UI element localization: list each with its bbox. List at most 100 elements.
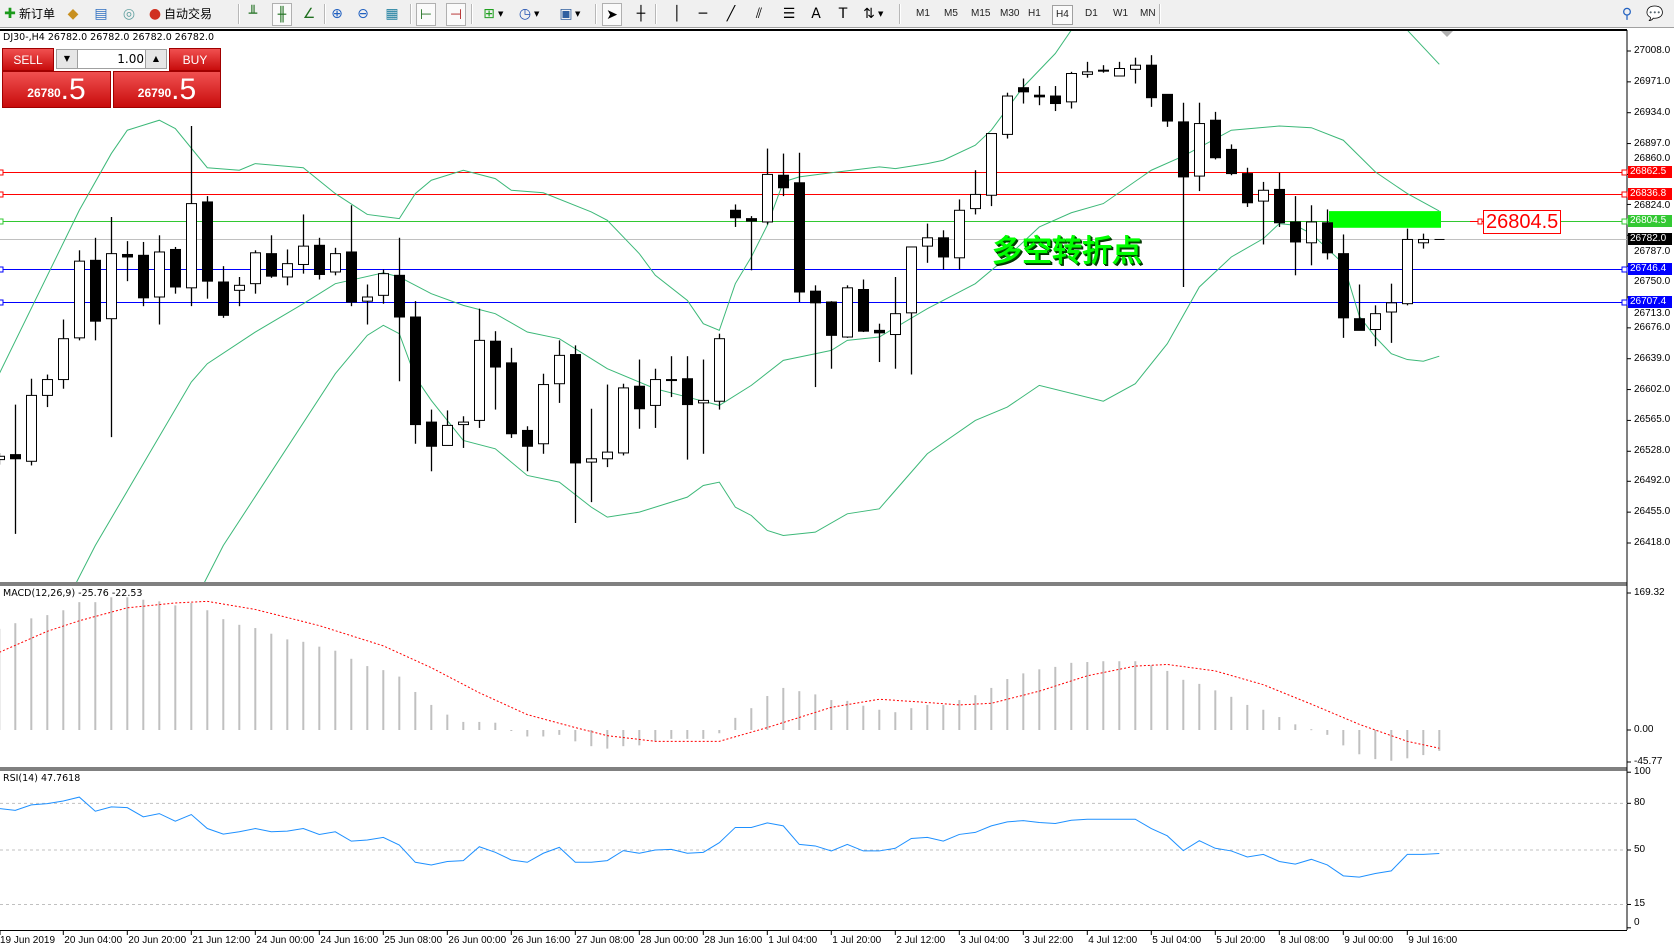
candle-body-bear bbox=[634, 385, 645, 410]
zoom-out-button[interactable]: ⊖ bbox=[354, 3, 372, 24]
level-handle bbox=[0, 169, 4, 176]
candle bbox=[714, 333, 725, 410]
vertical-line-button[interactable]: │ bbox=[668, 3, 686, 24]
timeframe-h4[interactable]: H4 bbox=[1052, 5, 1073, 25]
chart-shift-button[interactable]: ⊢ bbox=[416, 3, 436, 26]
trendline-button[interactable]: ╱ bbox=[722, 3, 740, 24]
candle-body-bear bbox=[1050, 95, 1061, 105]
autoscroll-button[interactable]: ⊣ bbox=[446, 3, 466, 26]
line-chart-button[interactable]: ∠ bbox=[300, 3, 318, 24]
market-watch-button[interactable]: ◆ bbox=[64, 3, 82, 24]
price-tick-label: 26528.0 bbox=[1634, 445, 1671, 457]
signals-button[interactable]: ◎ bbox=[120, 3, 138, 24]
chat-button[interactable]: 💬 bbox=[1646, 3, 1664, 24]
candle bbox=[1290, 196, 1301, 276]
macd-histogram-bar bbox=[1422, 730, 1425, 756]
level-handle bbox=[0, 266, 4, 273]
candle-body-bear bbox=[90, 259, 101, 322]
candle bbox=[42, 374, 53, 408]
candle bbox=[874, 323, 885, 363]
periods-button[interactable]: ◷ ▼ bbox=[516, 3, 540, 24]
volume-stepper[interactable]: ▼ 1.00 ▲ bbox=[56, 49, 167, 69]
horizontal-line-icon: ─ bbox=[698, 5, 708, 22]
macd-histogram-bar bbox=[926, 704, 929, 730]
buy-button[interactable]: BUY bbox=[169, 48, 221, 71]
timeframe-w1[interactable]: W1 bbox=[1113, 8, 1128, 19]
tile-windows-button[interactable]: ▦ bbox=[383, 3, 401, 24]
search-button[interactable]: ⚲ bbox=[1618, 3, 1636, 24]
macd-histogram-bar bbox=[782, 687, 785, 730]
annotation-text[interactable]: 多空转折点 bbox=[992, 234, 1142, 269]
cursor-button[interactable]: ➤ bbox=[602, 3, 622, 26]
candle-body-bear bbox=[10, 454, 21, 460]
equidistant-channel-button[interactable]: ⫽ bbox=[750, 3, 768, 24]
candle bbox=[794, 152, 805, 303]
candle bbox=[1162, 93, 1173, 127]
sell-button[interactable]: SELL bbox=[2, 48, 54, 71]
timeframe-m5[interactable]: M5 bbox=[944, 8, 958, 19]
fibonacci-button[interactable]: ☰ bbox=[780, 3, 798, 24]
buy-price-button[interactable]: 26790.5 bbox=[113, 71, 221, 108]
candle-body-bull bbox=[1066, 73, 1077, 103]
crosshair-button[interactable]: ┼ bbox=[632, 3, 650, 24]
macd-histogram-bar bbox=[110, 597, 113, 730]
templates-button[interactable]: ▣ ▼ bbox=[557, 3, 580, 24]
candle-body-bull bbox=[442, 424, 453, 446]
text-button[interactable]: A bbox=[807, 3, 825, 24]
candle-body-bull bbox=[1306, 221, 1317, 244]
candlestick-button[interactable]: ╫ bbox=[272, 3, 292, 26]
candle-body-bull bbox=[250, 252, 261, 285]
candle-body-bull bbox=[1418, 238, 1429, 244]
macd-histogram-bar bbox=[846, 700, 849, 730]
separator bbox=[899, 4, 901, 24]
indicators-button[interactable]: ⊞ ▼ bbox=[480, 3, 503, 24]
arrows-button[interactable]: ⇅ ▼ bbox=[860, 3, 883, 24]
timeframe-m30[interactable]: M30 bbox=[1000, 8, 1020, 19]
candle-body-bull bbox=[0, 455, 5, 461]
candle-body-bear bbox=[1226, 148, 1237, 175]
candle bbox=[442, 410, 453, 446]
candle bbox=[74, 250, 85, 341]
auto-trading-button[interactable]: ● 自动交易 bbox=[146, 3, 212, 24]
candle-body-bull bbox=[186, 203, 197, 289]
timeframe-mn[interactable]: MN bbox=[1140, 8, 1156, 19]
zone-price-label[interactable]: 26804.5 bbox=[1483, 210, 1562, 234]
macd-histogram-bar bbox=[462, 721, 465, 730]
candle-body-bull bbox=[618, 387, 629, 454]
time-tick-label: 20 Jun 20:00 bbox=[128, 935, 187, 946]
text-label-button[interactable]: T bbox=[834, 3, 852, 24]
zoom-in-button[interactable]: ⊕ bbox=[328, 3, 346, 24]
symbol-header: DJ30-,H4 26782.0 26782.0 26782.0 26782.0 bbox=[3, 32, 215, 43]
macd-histogram-bar bbox=[350, 658, 353, 730]
timeframe-m15[interactable]: M15 bbox=[971, 8, 991, 19]
macd-histogram-bar bbox=[622, 730, 625, 747]
sell-price-button[interactable]: 26780.5 bbox=[2, 71, 111, 108]
navigator-button[interactable]: ▤ bbox=[92, 3, 110, 24]
turning-point-zone bbox=[1329, 211, 1441, 228]
new-order-button[interactable]: ✚ 新订单 bbox=[1, 3, 55, 24]
candle bbox=[410, 301, 421, 444]
timeframe-h1[interactable]: H1 bbox=[1028, 8, 1041, 19]
timeframe-m1[interactable]: M1 bbox=[916, 8, 930, 19]
chart-shift-icon: ⊢ bbox=[419, 6, 433, 23]
macd-histogram-bar bbox=[366, 666, 369, 730]
candle bbox=[1354, 284, 1365, 331]
candle bbox=[602, 384, 613, 468]
candle bbox=[250, 250, 261, 294]
candle-body-bear bbox=[1146, 64, 1157, 99]
macd-histogram-bar bbox=[734, 717, 737, 730]
volume-input[interactable]: 1.00 bbox=[117, 52, 144, 66]
macd-histogram-bar bbox=[1038, 669, 1041, 730]
horizontal-line-button[interactable]: ─ bbox=[694, 3, 712, 24]
bar-chart-button[interactable]: ╨ bbox=[244, 3, 262, 24]
candle-body-bull bbox=[890, 313, 901, 336]
volume-decrease-button[interactable]: ▼ bbox=[57, 50, 78, 68]
volume-increase-button[interactable]: ▲ bbox=[145, 50, 166, 68]
time-tick-label: 21 Jun 12:00 bbox=[192, 935, 251, 946]
macd-histogram-bar bbox=[494, 722, 497, 730]
candle bbox=[698, 359, 709, 454]
timeframe-d1[interactable]: D1 bbox=[1085, 8, 1098, 19]
macd-histogram-bar bbox=[910, 708, 913, 730]
macd-histogram-bar bbox=[1070, 662, 1073, 730]
